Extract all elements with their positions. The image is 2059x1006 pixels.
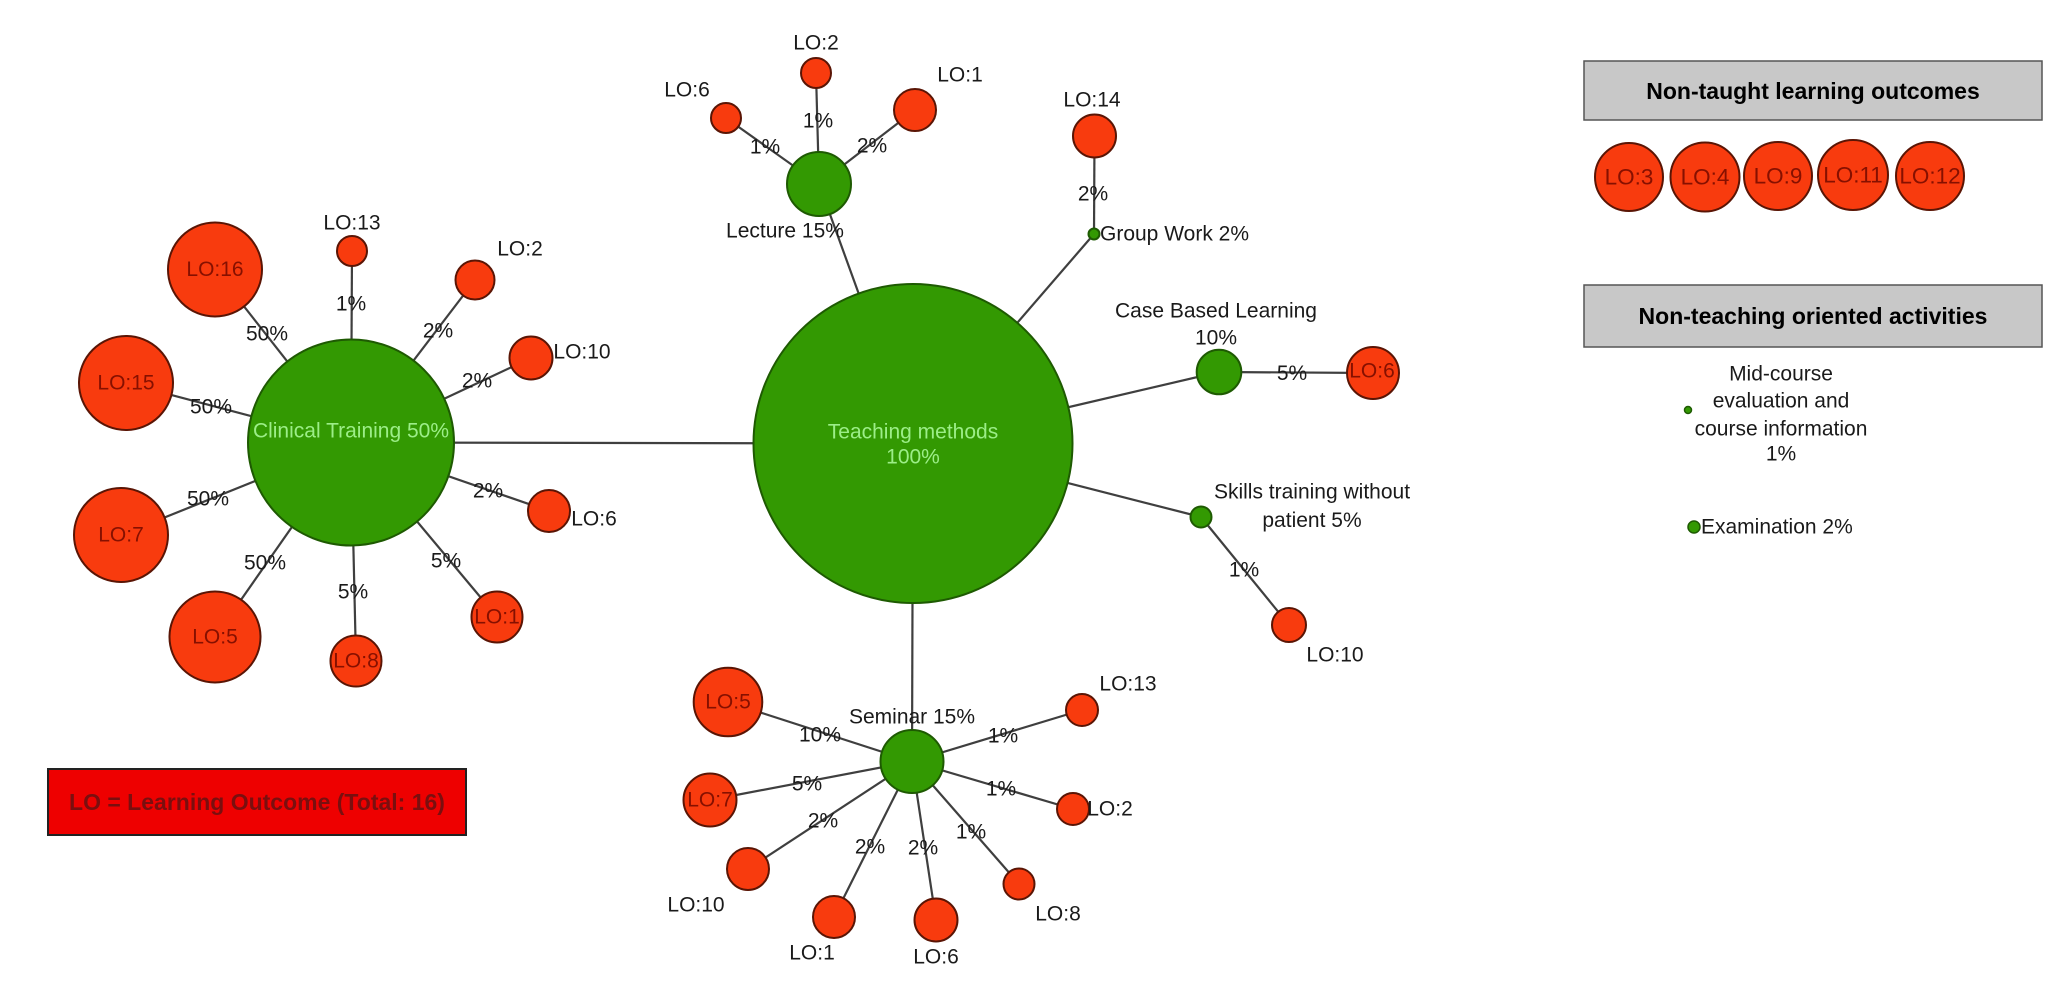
svg-text:5%: 5%	[792, 773, 822, 796]
svg-text:LO:10: LO:10	[553, 341, 610, 364]
svg-text:2%: 2%	[908, 837, 938, 860]
svg-text:LO:8: LO:8	[333, 650, 379, 673]
svg-text:5%: 5%	[431, 550, 461, 573]
svg-text:1%: 1%	[336, 293, 366, 316]
svg-text:2%: 2%	[462, 370, 492, 393]
svg-text:Mid-course: Mid-course	[1729, 363, 1833, 386]
svg-text:LO:5: LO:5	[192, 626, 238, 649]
svg-text:Group Work 2%: Group Work 2%	[1100, 223, 1249, 246]
svg-text:LO:2: LO:2	[1087, 798, 1133, 821]
svg-text:50%: 50%	[187, 488, 229, 511]
svg-text:2%: 2%	[808, 810, 838, 833]
svg-text:2%: 2%	[1078, 183, 1108, 206]
svg-text:LO:13: LO:13	[1099, 673, 1156, 696]
svg-text:Non-taught learning outcomes: Non-taught learning outcomes	[1646, 78, 1980, 104]
svg-text:course information: course information	[1695, 418, 1868, 441]
svg-text:LO:8: LO:8	[1035, 903, 1081, 926]
svg-text:Skills training without: Skills training without	[1214, 481, 1410, 504]
svg-text:1%: 1%	[1229, 559, 1259, 582]
svg-text:LO:10: LO:10	[667, 894, 724, 917]
svg-text:2%: 2%	[473, 480, 503, 503]
svg-text:LO = Learning Outcome (Total:: LO = Learning Outcome (Total: 16)	[69, 789, 445, 815]
svg-text:1%: 1%	[986, 778, 1016, 801]
svg-text:5%: 5%	[338, 581, 368, 604]
svg-text:LO:12: LO:12	[1899, 164, 1960, 189]
svg-text:LO:10: LO:10	[1306, 644, 1363, 667]
svg-text:LO:7: LO:7	[98, 524, 144, 547]
svg-text:50%: 50%	[246, 323, 288, 346]
svg-text:Seminar 15%: Seminar 15%	[849, 706, 975, 729]
svg-text:1%: 1%	[803, 110, 833, 133]
svg-text:100%: 100%	[886, 446, 940, 469]
svg-text:1%: 1%	[1766, 443, 1796, 466]
svg-text:Clinical Training 50%: Clinical Training 50%	[253, 420, 449, 443]
svg-text:LO:11: LO:11	[1823, 163, 1883, 188]
svg-text:LO:13: LO:13	[323, 212, 380, 235]
svg-text:LO:9: LO:9	[1754, 164, 1803, 189]
svg-text:LO:6: LO:6	[913, 946, 959, 969]
svg-text:LO:6: LO:6	[664, 79, 710, 102]
svg-text:LO:4: LO:4	[1681, 165, 1730, 190]
svg-text:LO:1: LO:1	[474, 606, 520, 629]
svg-text:patient 5%: patient 5%	[1262, 509, 1361, 532]
svg-text:evaluation and: evaluation and	[1713, 390, 1850, 413]
svg-text:50%: 50%	[190, 396, 232, 419]
svg-text:50%: 50%	[244, 552, 286, 575]
svg-text:1%: 1%	[988, 725, 1018, 748]
svg-text:LO:15: LO:15	[97, 372, 154, 395]
svg-text:Lecture 15%: Lecture 15%	[726, 220, 844, 243]
svg-text:2%: 2%	[423, 320, 453, 343]
svg-text:LO:7: LO:7	[687, 789, 733, 812]
svg-text:LO:1: LO:1	[789, 942, 835, 965]
svg-text:LO:2: LO:2	[497, 238, 543, 261]
svg-text:LO:3: LO:3	[1605, 165, 1654, 190]
svg-text:LO:6: LO:6	[571, 508, 617, 531]
svg-text:1%: 1%	[956, 821, 986, 844]
svg-text:LO:14: LO:14	[1063, 89, 1121, 112]
svg-text:LO:1: LO:1	[937, 64, 983, 87]
svg-text:LO:2: LO:2	[793, 32, 839, 55]
svg-text:Non-teaching oriented activiti: Non-teaching oriented activities	[1639, 303, 1988, 329]
svg-text:LO:5: LO:5	[705, 691, 751, 714]
svg-text:Examination 2%: Examination 2%	[1701, 516, 1853, 539]
svg-text:5%: 5%	[1277, 362, 1307, 385]
svg-text:10%: 10%	[1195, 327, 1237, 350]
svg-text:1%: 1%	[750, 136, 780, 159]
svg-text:LO:16: LO:16	[186, 258, 243, 281]
svg-text:LO:6: LO:6	[1349, 360, 1395, 383]
svg-text:Case Based Learning: Case Based Learning	[1115, 300, 1317, 323]
svg-text:2%: 2%	[855, 836, 885, 859]
svg-text:10%: 10%	[799, 724, 841, 747]
svg-text:Teaching methods: Teaching methods	[828, 421, 998, 444]
svg-text:2%: 2%	[857, 135, 887, 158]
